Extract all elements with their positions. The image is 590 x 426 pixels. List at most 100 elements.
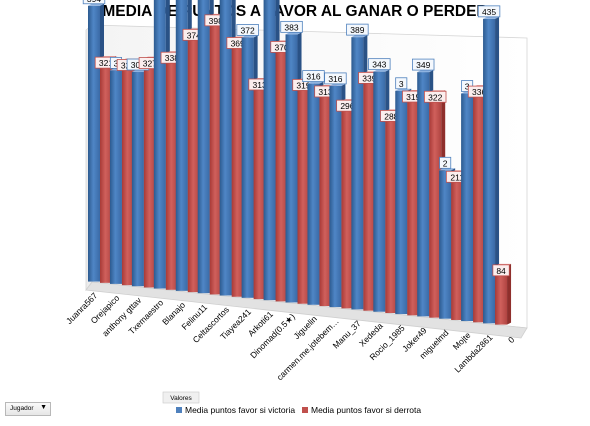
datalabel-derrota-4: 374: [187, 30, 201, 40]
bar-derrota-front: [253, 79, 266, 300]
datalabel-victoria-11: 316: [328, 74, 342, 84]
datalabel-victoria-12: 389: [350, 25, 364, 35]
dropdown-arrow-icon: ▼: [40, 404, 47, 411]
bar-victoria-cap: [241, 35, 258, 38]
datalabel-victoria-box-12: [346, 23, 369, 36]
datalabel-victoria-box-15: [412, 58, 435, 71]
bar-derrota-front: [385, 111, 398, 314]
bar-victoria-front: [131, 72, 144, 287]
datalabel-derrota-11: 296: [340, 101, 354, 111]
datalabel-victoria-box-7: [236, 24, 259, 36]
bar-derrota-front: [363, 73, 376, 311]
bar-victoria-front: [417, 72, 430, 317]
bar-derrota-front: [187, 30, 200, 293]
bar-victoria-front: [395, 90, 408, 315]
category-label-9: Dinomad(0.5★): [248, 311, 297, 360]
bar-victoria-front: [285, 34, 298, 303]
datalabel-derrota-2: 327: [143, 59, 157, 69]
datalabel-derrota-18: 84: [496, 266, 506, 276]
bar-derrota-front: [407, 92, 420, 316]
bar-derrota-front: [319, 86, 332, 307]
datalabel-victoria-9: 383: [284, 22, 298, 32]
bar-derrota-front: [297, 80, 310, 304]
bar-derrota-front: [495, 265, 508, 325]
bar-victoria-front: [461, 93, 474, 322]
bar-victoria-front: [263, 0, 276, 301]
values-field-label: Valores: [170, 395, 192, 402]
datalabel-victoria-10: 316: [306, 72, 320, 82]
bar-derrota-front: [231, 38, 244, 297]
legend-label-victoria: Media puntos favor si victoria: [185, 405, 295, 415]
datalabel-derrota-box-18: [492, 264, 510, 277]
datalabel-victoria-box-16: [439, 156, 452, 169]
bar-derrota-front: [121, 60, 134, 286]
bar-derrota-front: [429, 92, 442, 318]
datalabel-victoria-box-0: [82, 0, 106, 5]
bar-victoria-front: [88, 5, 100, 282]
category-label-19: 0: [506, 334, 517, 345]
bar-victoria-front: [153, 0, 166, 289]
datalabel-victoria-16: 2: [443, 158, 448, 168]
bar-victoria-front: [439, 170, 452, 319]
bar-victoria-front: [241, 37, 254, 298]
datalabel-derrota-7: 313: [253, 80, 267, 90]
datalabel-derrota-17: 336: [472, 87, 486, 97]
legend-swatch-victoria: [176, 407, 182, 413]
datalabel-derrota-15: 322: [428, 92, 442, 102]
datalabel-victoria-1: 3: [114, 58, 119, 68]
bar-derrota-front: [165, 53, 178, 290]
datalabel-derrota-13: 288: [384, 111, 398, 121]
datalabel-victoria-2: 306: [131, 60, 145, 70]
bar-victoria-front: [197, 0, 210, 294]
bar-victoria-front: [483, 18, 496, 324]
bar-victoria-front: [351, 37, 364, 310]
legend-swatch-derrota: [302, 407, 308, 413]
bar-victoria-cap: [285, 32, 302, 35]
bar-derrota-front: [451, 172, 464, 320]
datalabel-derrota-9: 319: [296, 80, 310, 90]
bar-victoria-cap: [483, 16, 500, 19]
bar-derrota-front: [473, 87, 486, 323]
bar-victoria-cap: [329, 83, 346, 86]
datalabel-victoria-box-9: [280, 20, 303, 33]
bar-victoria-front: [329, 85, 342, 308]
legend-label-derrota: Media puntos favor si derrota: [311, 405, 421, 415]
bar-victoria-front: [219, 0, 232, 296]
datalabel-derrota-5: 398: [209, 16, 223, 26]
bar-derrota-side: [507, 263, 512, 325]
datalabel-derrota-8: 370: [274, 42, 288, 52]
jugador-field-label: Jugador: [10, 405, 34, 412]
datalabel-derrota-16: 211: [450, 172, 464, 182]
jugador-field-button[interactable]: Jugador ▼: [5, 402, 51, 416]
datalabel-derrota-10: 313: [318, 87, 332, 97]
bar-victoria-front: [175, 0, 188, 291]
floor: [85, 281, 528, 339]
datalabel-victoria-13: 343: [372, 60, 386, 70]
bar-victoria-front: [373, 71, 386, 312]
bar-derrota-front: [275, 42, 288, 302]
bar-victoria-cap: [351, 35, 368, 38]
bar-victoria-cap: [439, 168, 456, 171]
datalabel-derrota-14: 319: [406, 92, 420, 102]
datalabel-derrota-0: 321: [99, 58, 113, 68]
bar-victoria-cap: [373, 69, 390, 72]
bar-derrota-front: [209, 15, 222, 295]
datalabel-victoria-14: 3: [399, 79, 404, 89]
bar-victoria-front: [307, 83, 320, 305]
bar-derrota-front: [143, 58, 156, 288]
datalabel-victoria-18: 435: [482, 7, 496, 17]
datalabel-victoria-box-14: [395, 77, 408, 90]
category-label-17: Mojte: [451, 330, 473, 352]
datalabel-derrota-6: 369: [231, 38, 245, 48]
datalabel-victoria-0: 394: [87, 0, 101, 4]
datalabel-victoria-15: 349: [416, 60, 430, 70]
bar-victoria-cap: [417, 70, 434, 73]
datalabel-derrota-3: 338: [165, 53, 179, 63]
datalabel-victoria-17: 3: [465, 82, 470, 92]
datalabel-derrota-box-15: [424, 90, 447, 103]
bar-victoria-cap: [307, 81, 324, 84]
bar-victoria-cap: [88, 3, 104, 6]
bar-derrota-front: [100, 58, 112, 283]
legend: Media puntos favor si victoria Media pun…: [176, 405, 421, 415]
